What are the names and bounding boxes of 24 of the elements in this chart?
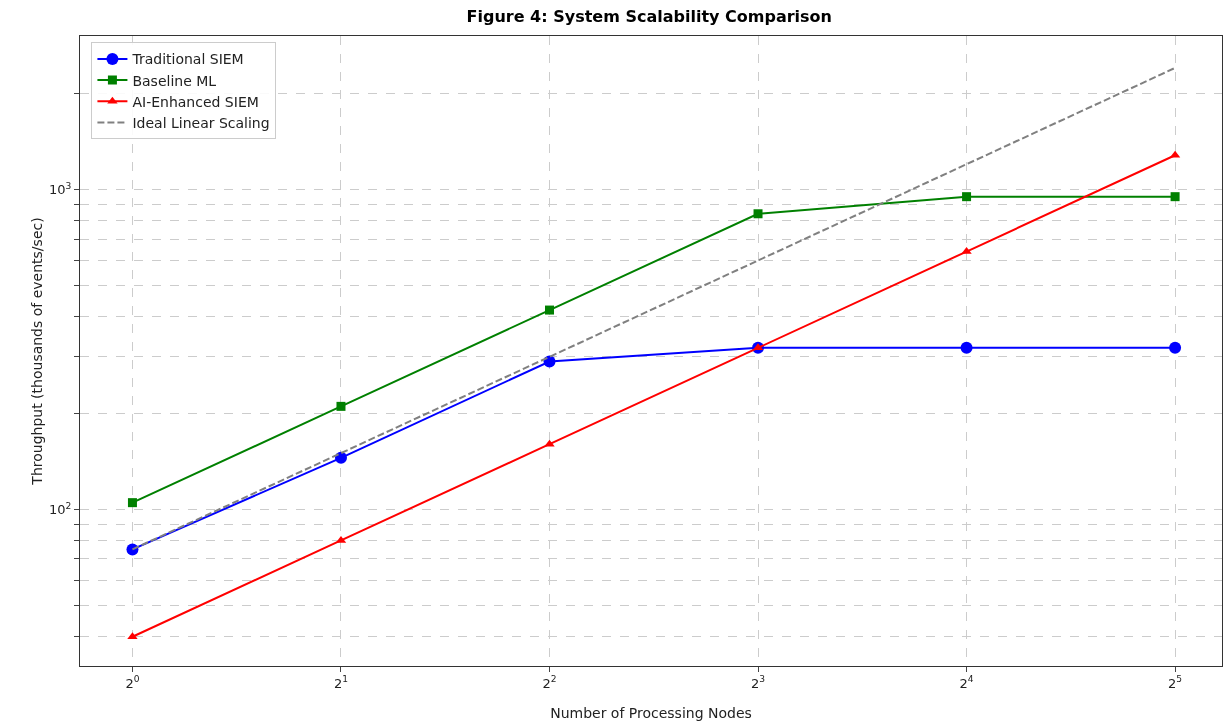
- y-axis-title: Throughput (thousands of events/sec): [29, 217, 45, 486]
- point: [336, 401, 346, 411]
- legend-label: AI-Enhanced SIEM: [132, 93, 259, 110]
- chart-title: Figure 4: System Scalability Comparison: [466, 7, 832, 27]
- point: [962, 192, 972, 202]
- x-tick-label: 2$^{0}$: [125, 674, 140, 691]
- point: [1169, 341, 1182, 354]
- x-tick-label: 2$^{2}$: [542, 674, 557, 691]
- y-tick-label: 10$^{2}$: [49, 500, 72, 517]
- legend-label: Traditional SIEM: [131, 51, 244, 68]
- y-tick-label: 10$^{3}$: [49, 180, 72, 198]
- point: [960, 341, 973, 354]
- x-tick-label: 2$^{3}$: [750, 674, 766, 691]
- point: [545, 305, 555, 315]
- point: [127, 498, 137, 508]
- point: [753, 209, 763, 219]
- point: [1170, 192, 1180, 202]
- x-tick-label: 2$^{5}$: [1168, 674, 1183, 691]
- x-axis-title: Number of Processing Nodes: [550, 705, 752, 721]
- point: [334, 451, 347, 464]
- legend-label: Baseline ML: [132, 72, 217, 89]
- x-tick-label: 2$^{4}$: [959, 674, 974, 691]
- legend-label: Ideal Linear Scaling: [132, 114, 270, 131]
- x-tick-label: 2$^{1}$: [333, 674, 349, 691]
